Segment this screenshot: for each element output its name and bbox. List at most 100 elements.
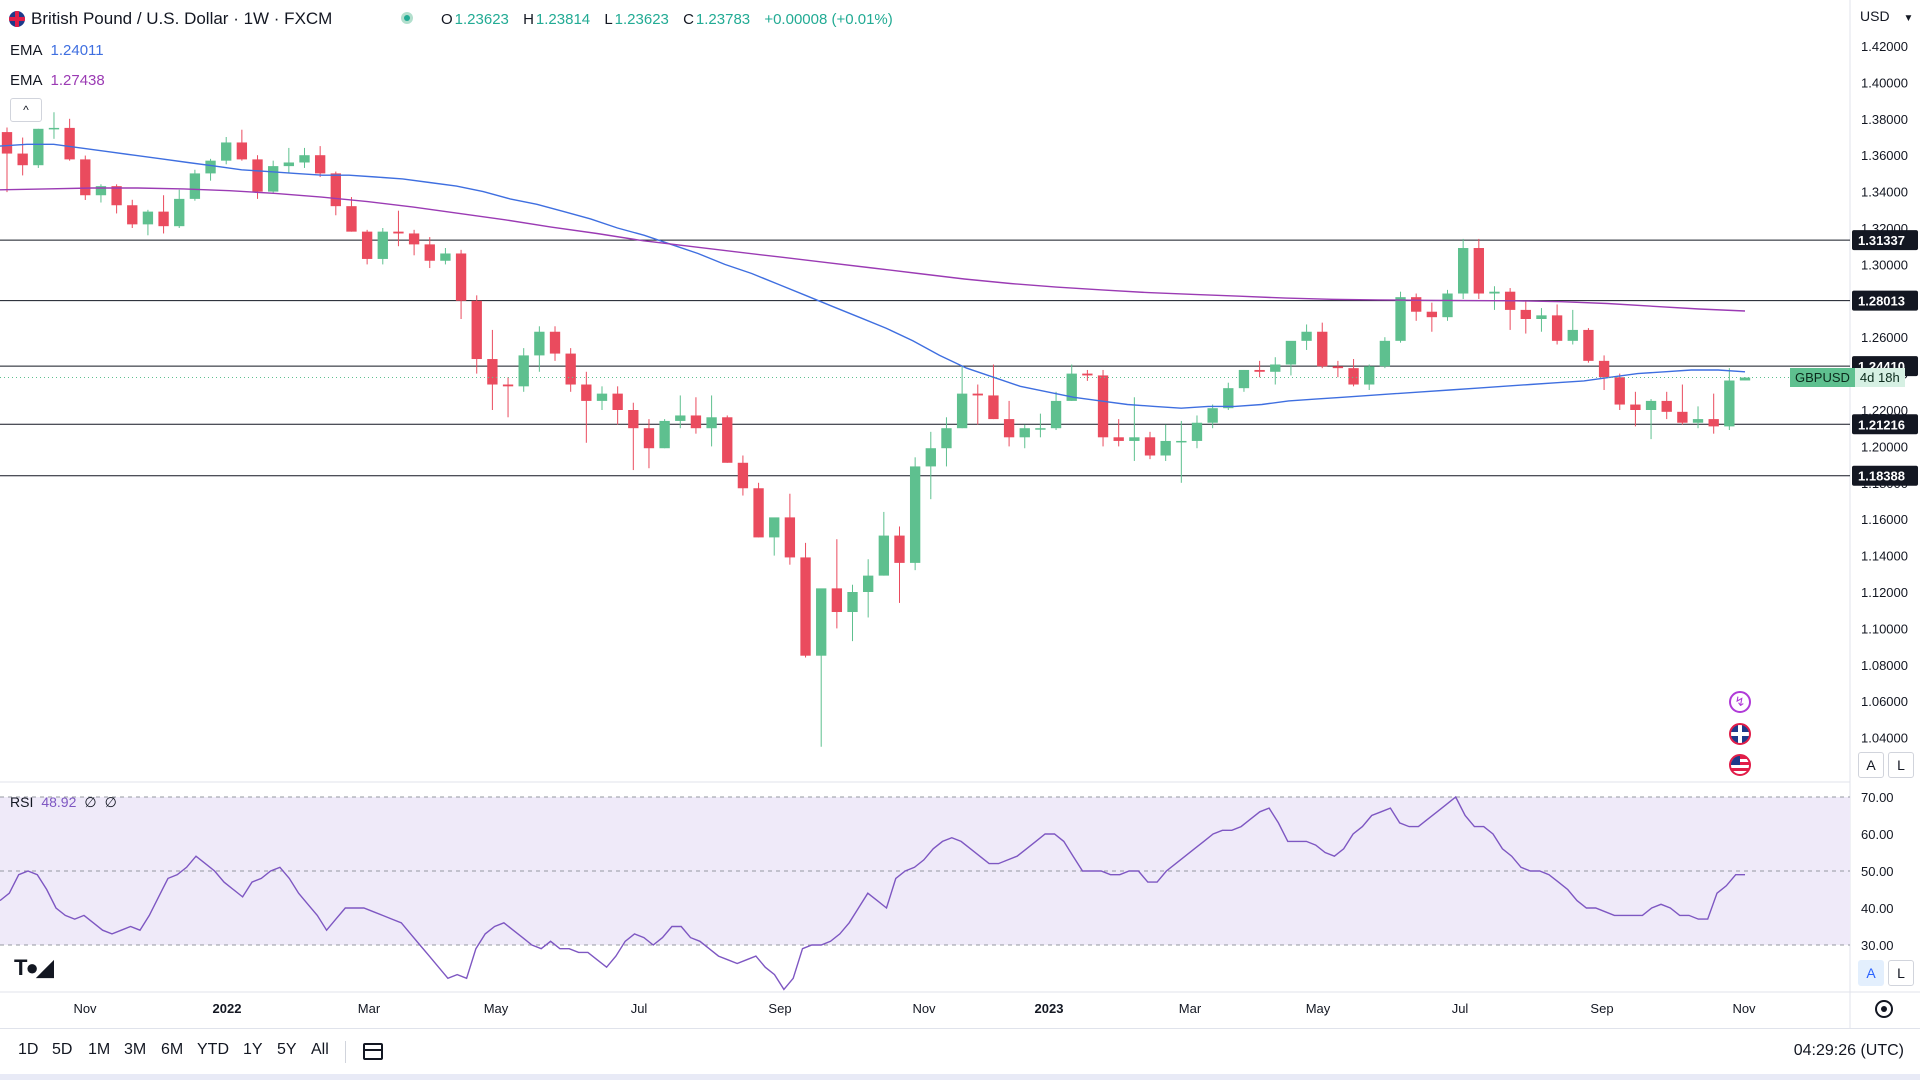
candle-body — [174, 198, 185, 227]
ema-slow-legend[interactable]: EMA 1.27438 — [10, 72, 105, 89]
candle-body — [299, 155, 310, 163]
uk-flag-icon — [9, 11, 25, 27]
ema-fast-line — [0, 143, 1746, 409]
candle-body — [1630, 404, 1641, 410]
rsi-band — [0, 797, 1850, 945]
collapse-legend-button[interactable]: ^ — [10, 98, 42, 122]
candle-body — [581, 384, 592, 401]
level-price-tag — [1852, 230, 1918, 251]
range-1m[interactable]: 1M — [88, 1041, 111, 1058]
range-6m[interactable]: 6M — [161, 1041, 184, 1058]
candle-body — [221, 142, 232, 161]
candle-body — [283, 162, 295, 167]
candle-body — [33, 128, 44, 166]
candle-body — [1489, 291, 1500, 294]
ema-slow-line — [0, 187, 1746, 312]
range-1y[interactable]: 1Y — [243, 1041, 263, 1058]
lightning-icon[interactable]: ↯ — [1729, 691, 1751, 713]
symbol-title[interactable]: British Pound / U.S. Dollar · 1W · FXCM — [31, 9, 332, 29]
x-tick-label: Nov — [1732, 1001, 1756, 1016]
candle-body — [1348, 368, 1359, 385]
open-value: 1.23623 — [454, 11, 509, 28]
candle-body — [440, 253, 451, 261]
candle-body — [1113, 437, 1124, 441]
range-all[interactable]: All — [311, 1041, 329, 1058]
x-tick-label: Mar — [1179, 1001, 1202, 1016]
candle-body — [816, 588, 827, 656]
ema-slow-value: 1.27438 — [50, 72, 105, 89]
candle-body — [95, 186, 107, 196]
candle-body — [330, 173, 341, 207]
low-value: 1.23623 — [614, 11, 669, 28]
y-tick-label: 1.34000 — [1861, 185, 1908, 200]
market-status-icon[interactable] — [401, 12, 413, 24]
auto-scale-button[interactable]: A — [1858, 752, 1884, 778]
rsi-line — [0, 795, 1745, 991]
candle-body — [1457, 248, 1469, 294]
candle-body — [1364, 366, 1375, 385]
candle-body — [1567, 329, 1578, 341]
candle-body — [1003, 419, 1015, 438]
candle-body — [1520, 309, 1531, 319]
rsi-tick-label: 70.00 — [1861, 790, 1894, 805]
candle-body — [17, 153, 28, 166]
x-tick-label: May — [1306, 1001, 1331, 1016]
calendar-range-icon[interactable] — [363, 1043, 383, 1060]
chart-settings-icon[interactable] — [1875, 1000, 1893, 1018]
range-5d[interactable]: 5D — [52, 1041, 73, 1058]
candle-body — [941, 428, 952, 449]
candle-body — [189, 173, 201, 199]
candle-body — [424, 244, 435, 261]
symbol-tag-name: GBPUSD — [1790, 367, 1855, 387]
candle-body — [769, 517, 780, 538]
candle-body — [111, 186, 122, 206]
candle-body — [1677, 411, 1688, 423]
rsi-value: 48.92 — [41, 794, 77, 810]
y-tick-label: 1.12000 — [1861, 585, 1908, 600]
candle-body — [1332, 366, 1344, 369]
high-label: H — [523, 11, 534, 28]
level-price-tag — [1852, 290, 1918, 311]
candle-body — [1270, 364, 1281, 372]
ema-fast-label: EMA — [10, 42, 43, 59]
rsi-log-scale-button[interactable]: L — [1888, 960, 1914, 986]
range-ytd[interactable]: YTD — [197, 1041, 229, 1058]
candle-body — [502, 384, 514, 387]
bottom-toolbar: 1D 5D 1M 3M 6M YTD 1Y 5Y All 04:29:26 (U… — [0, 1028, 1920, 1075]
candle-body — [1724, 380, 1735, 427]
candle-body — [252, 159, 263, 192]
candle-body — [1035, 428, 1046, 430]
rsi-log-scale-label: L — [1897, 965, 1905, 981]
candle-body — [894, 535, 905, 563]
tradingview-logo-icon[interactable]: Т●◢ — [14, 955, 54, 980]
x-tick-label: Jul — [1452, 1001, 1469, 1016]
us-flag-icon[interactable] — [1729, 754, 1751, 776]
range-1d[interactable]: 1D — [18, 1041, 39, 1058]
candle-body — [784, 517, 796, 558]
change-value: +0.00008 (+0.01%) — [764, 11, 893, 28]
candle-body — [1301, 331, 1312, 341]
log-scale-button[interactable]: L — [1888, 752, 1914, 778]
candle-body — [361, 231, 373, 259]
ema-fast-legend[interactable]: EMA 1.24011 — [10, 42, 104, 59]
chevron-up-icon: ^ — [23, 103, 29, 117]
uk-flag-icon[interactable] — [1729, 723, 1751, 745]
y-tick-label: 1.42000 — [1861, 39, 1908, 54]
x-tick-label: 2022 — [213, 1001, 242, 1016]
rsi-legend[interactable]: RSI 48.92 ∅ ∅ — [10, 794, 117, 811]
candle-body — [737, 462, 749, 489]
range-5y[interactable]: 5Y — [277, 1041, 297, 1058]
rsi-auto-scale-button[interactable]: A — [1858, 960, 1884, 986]
y-tick-label: 1.06000 — [1861, 694, 1908, 709]
candle-body — [722, 417, 733, 463]
candle-body — [659, 420, 670, 449]
x-tick-label: Mar — [358, 1001, 381, 1016]
high-value: 1.23814 — [535, 11, 591, 28]
candle-body — [1473, 248, 1484, 294]
candle-body — [127, 205, 138, 225]
range-3m[interactable]: 3M — [124, 1041, 147, 1058]
candle-body — [1692, 419, 1704, 423]
currency-selector[interactable]: USD ▼ — [1860, 8, 1913, 24]
candle-body — [878, 535, 889, 576]
